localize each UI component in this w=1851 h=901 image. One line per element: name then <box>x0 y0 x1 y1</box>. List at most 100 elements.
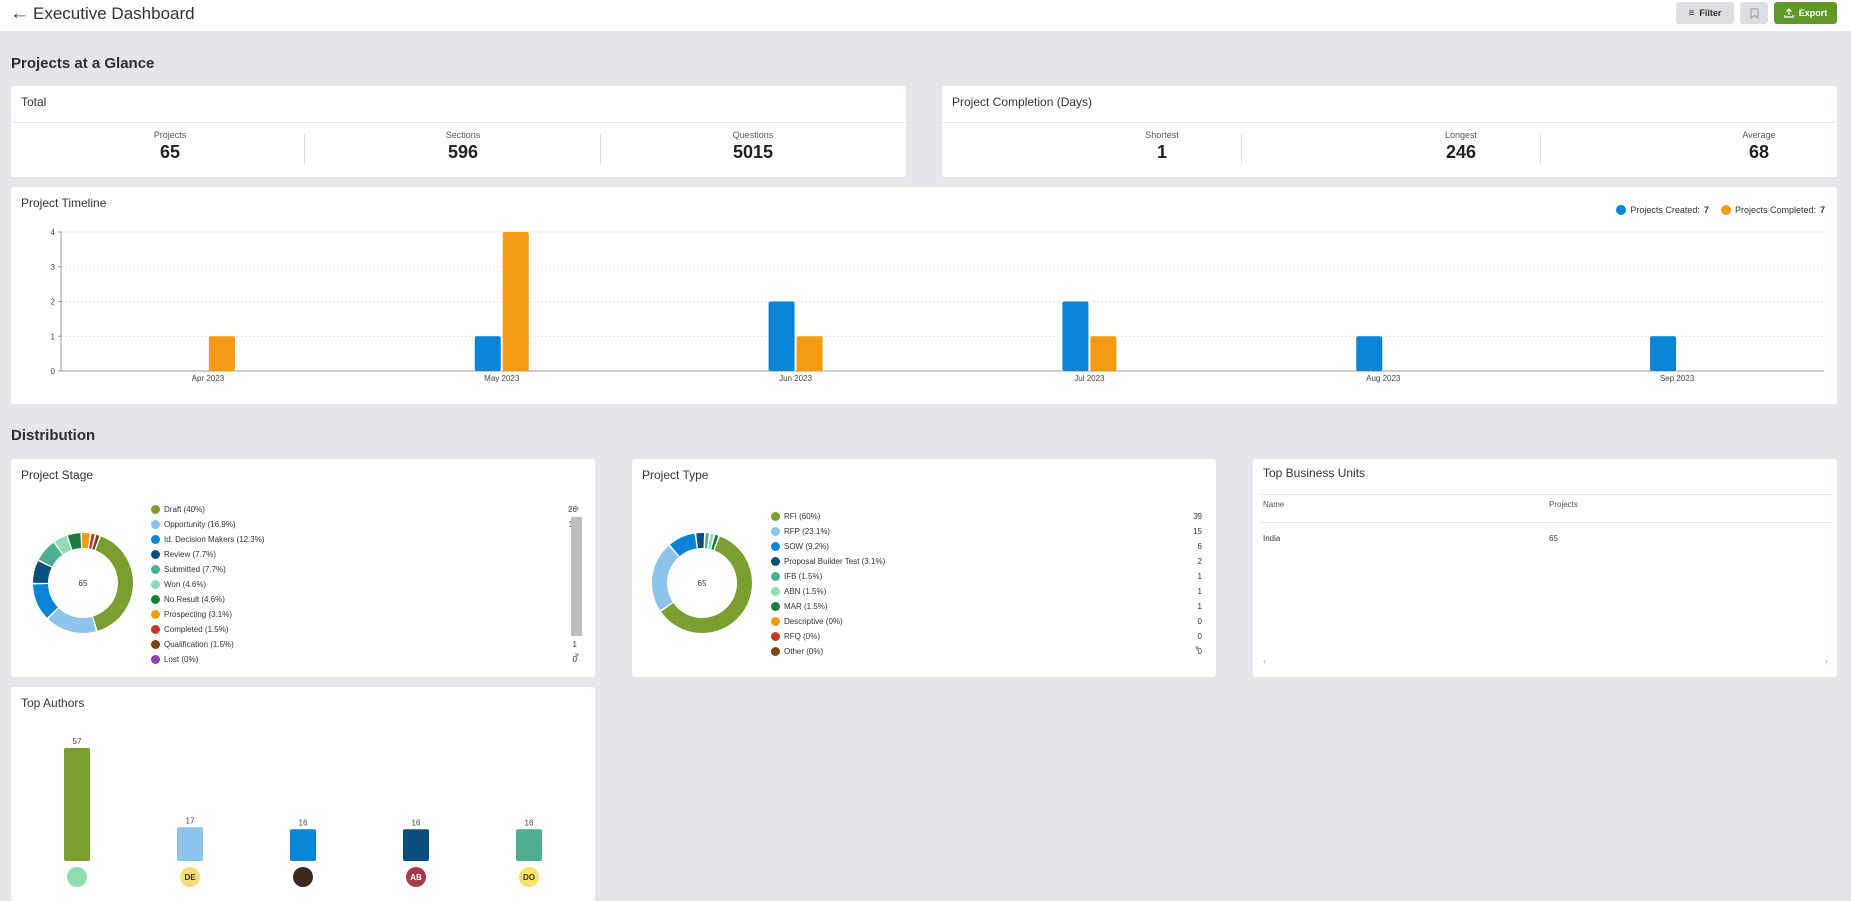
stat-label: Shortest <box>1145 130 1179 140</box>
author-bar[interactable] <box>403 829 429 861</box>
bar-value-label: 57 <box>73 737 82 746</box>
donut-slice[interactable] <box>704 533 709 549</box>
avatar[interactable]: DE <box>180 867 200 887</box>
legend-item[interactable]: MAR (1.5%) <box>771 599 1011 614</box>
donut-slice[interactable] <box>93 536 133 631</box>
legend-item-completed[interactable]: Projects Completed: 7 <box>1720 205 1825 215</box>
top-bar: ← Executive Dashboard ≡ Filter Export <box>0 0 1851 31</box>
legend-label: Draft (40%) <box>164 505 205 514</box>
author-bar[interactable] <box>177 827 203 861</box>
legend-item[interactable]: Draft (40%) <box>151 502 391 517</box>
legend-label: Projects Completed: <box>1734 205 1816 215</box>
author-bar[interactable] <box>64 748 90 861</box>
legend-swatch <box>771 557 780 566</box>
column-header-name[interactable]: Name <box>1263 500 1285 509</box>
donut-slice[interactable] <box>661 536 752 633</box>
x-tick-label: May 2023 <box>484 374 520 383</box>
total-card-title: Total <box>21 95 47 109</box>
bar-projects-created[interactable] <box>768 301 795 372</box>
legend-label: Prospecting (3.1%) <box>164 610 233 619</box>
donut-slice[interactable] <box>708 533 714 549</box>
table-divider <box>1258 522 1832 523</box>
export-button[interactable]: Export <box>1774 2 1837 24</box>
y-tick-label: 4 <box>51 228 56 237</box>
stat-label: Sections <box>445 130 481 140</box>
legend-value: 7 <box>1819 205 1825 215</box>
legend-item[interactable]: RFP (23.1%) <box>771 524 1011 539</box>
legend-count: 26 <box>568 505 577 514</box>
donut-slice[interactable] <box>48 608 96 633</box>
export-button-label: Export <box>1798 8 1828 18</box>
bar-projects-completed[interactable] <box>1090 336 1117 371</box>
bar-projects-created[interactable] <box>1062 301 1089 372</box>
scroll-down-icon[interactable]: ▼ <box>1193 644 1201 653</box>
legend-item[interactable]: Prospecting (3.1%) <box>151 607 391 622</box>
bar-projects-created[interactable] <box>1356 336 1383 371</box>
legend-swatch <box>771 572 780 581</box>
legend-item[interactable]: Descriptive (0%) <box>771 614 1011 629</box>
legend-item[interactable]: Submitted (7.7%) <box>151 562 391 577</box>
bookmark-icon <box>1750 8 1758 19</box>
stat-value: 68 <box>1748 142 1770 162</box>
donut-slice[interactable] <box>711 534 719 550</box>
bookmark-button[interactable] <box>1740 2 1768 24</box>
legend-item[interactable]: Qualification (1.5%) <box>151 637 391 652</box>
donut-slice[interactable] <box>89 533 95 549</box>
bar-projects-created[interactable] <box>474 336 501 371</box>
stat-value: 596 <box>447 142 479 162</box>
legend-item[interactable]: ABN (1.5%) <box>771 584 1011 599</box>
donut-slice[interactable] <box>33 561 52 583</box>
donut-slice[interactable] <box>652 545 679 611</box>
avatar[interactable] <box>293 867 313 887</box>
bar-projects-created[interactable] <box>1650 336 1677 371</box>
avatar[interactable]: AB <box>406 867 426 887</box>
author-bar[interactable] <box>516 829 542 861</box>
donut-slice[interactable] <box>33 584 58 618</box>
donut-slice[interactable] <box>54 535 72 555</box>
avatar[interactable]: DO <box>519 867 539 887</box>
column-header-projects[interactable]: Projects <box>1549 500 1578 509</box>
legend-item[interactable]: Proposal Builder Test (3.1%) <box>771 554 1011 569</box>
legend-item[interactable]: RFI (60%) <box>771 509 1011 524</box>
donut-slice[interactable] <box>669 533 697 557</box>
legend-item[interactable]: IFB (1.5%) <box>771 569 1011 584</box>
legend-item[interactable]: Lost (0%) <box>151 652 391 667</box>
legend-count: 1 <box>1197 572 1202 581</box>
scroll-up-icon[interactable]: ▲ <box>1193 510 1201 519</box>
legend-item[interactable]: Won (4.6%) <box>151 577 391 592</box>
scrollbar-thumb[interactable] <box>571 517 582 636</box>
donut-slice[interactable] <box>696 533 705 549</box>
y-tick-label: 0 <box>51 367 56 376</box>
legend-item[interactable]: Id. Decision Makers (12.3%) <box>151 532 391 547</box>
scroll-up-icon[interactable]: ▲ <box>573 503 581 512</box>
legend-item[interactable]: Other (0%) <box>771 644 1011 659</box>
project-stage-title: Project Stage <box>21 468 94 482</box>
bar-projects-completed[interactable] <box>796 336 823 371</box>
legend-swatch <box>771 602 780 611</box>
donut-slice[interactable] <box>38 542 63 567</box>
legend-item[interactable]: Opportunity (16.9%) <box>151 517 391 532</box>
bar-projects-completed[interactable] <box>208 336 235 371</box>
avatar[interactable] <box>67 867 87 887</box>
legend-item[interactable]: SOW (9.2%) <box>771 539 1011 554</box>
scroll-right-icon[interactable]: › <box>1825 656 1828 666</box>
legend-item[interactable]: RFQ (0%) <box>771 629 1011 644</box>
legend-item-created[interactable]: Projects Created: 7 <box>1616 205 1709 215</box>
filter-button[interactable]: ≡ Filter <box>1676 2 1734 24</box>
donut-slice[interactable] <box>82 533 90 549</box>
scroll-down-icon[interactable]: ▼ <box>573 651 581 660</box>
author-bar[interactable] <box>290 829 316 861</box>
legend-swatch <box>771 527 780 536</box>
scroll-left-icon[interactable]: ‹ <box>1263 656 1266 666</box>
legend-item[interactable]: Review (7.7%) <box>151 547 391 562</box>
legend-item[interactable]: Completed (1.5%) <box>151 622 391 637</box>
donut-slice[interactable] <box>92 534 100 550</box>
business-units-title: Top Business Units <box>1263 466 1366 480</box>
back-arrow-icon[interactable]: ← <box>10 3 29 24</box>
legend-count: 0 <box>1197 647 1202 656</box>
legend-item[interactable]: No Result (4.6%) <box>151 592 391 607</box>
donut-slice[interactable] <box>67 533 82 550</box>
legend-label: Proposal Builder Test (3.1%) <box>784 557 886 566</box>
table-cell-name: India <box>1263 534 1281 543</box>
bar-projects-completed[interactable] <box>502 232 529 371</box>
